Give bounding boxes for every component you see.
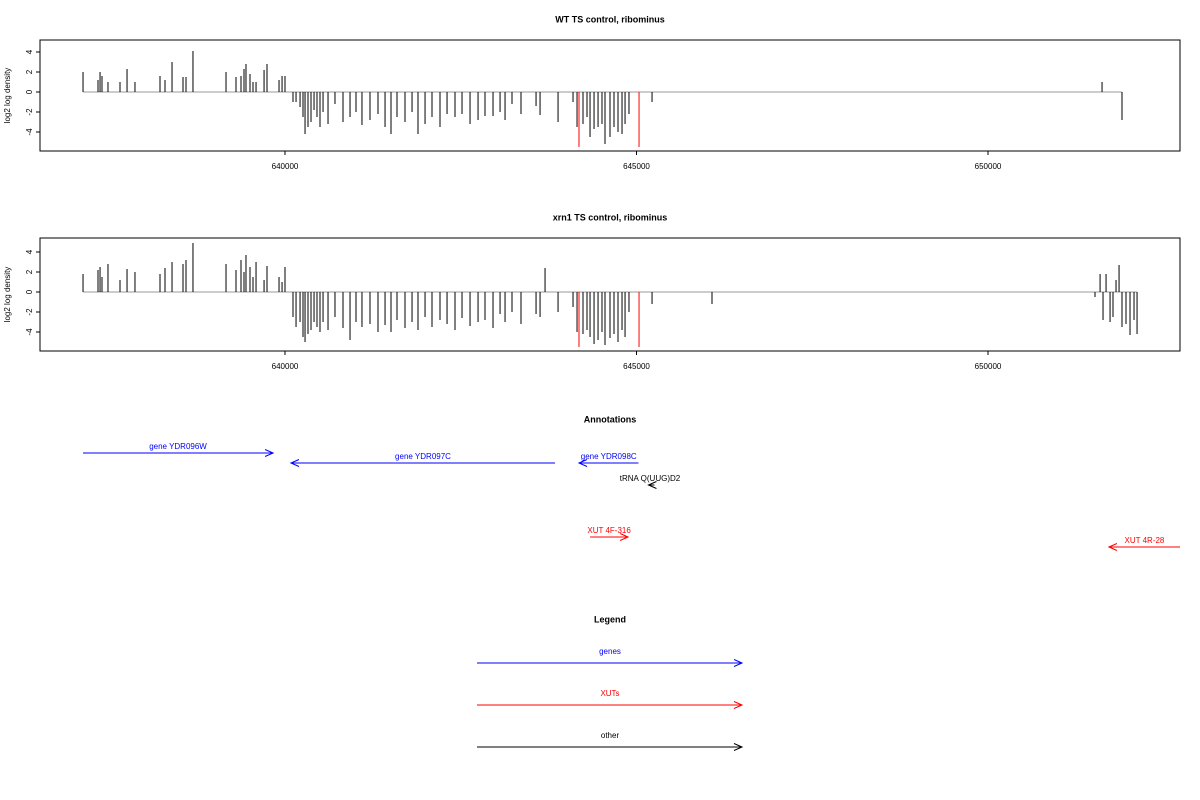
- y-tick-label: 4: [25, 49, 34, 54]
- feature-label: gene YDR097C: [395, 452, 451, 461]
- x-tick-label: 645000: [623, 362, 650, 371]
- y-axis-label: log2 log density: [3, 68, 12, 124]
- y-tick-label: 2: [25, 269, 34, 274]
- y-tick-label: -2: [25, 308, 34, 316]
- annotations-title: Annotations: [584, 414, 637, 424]
- feature-arrow-head: [647, 481, 657, 489]
- x-tick-label: 640000: [272, 162, 299, 171]
- y-tick-label: 4: [25, 249, 34, 254]
- feature-arrow-head: [289, 459, 300, 467]
- feature-arrow-head: [264, 449, 275, 457]
- y-tick-label: -4: [25, 328, 34, 336]
- plot-box: [39, 39, 1181, 152]
- feature-label: XUT 4F-316: [587, 526, 631, 535]
- legend-arrow-head: [733, 701, 744, 709]
- legend-label: genes: [599, 647, 621, 656]
- legend-label: other: [601, 731, 620, 740]
- feature-arrow-head: [577, 459, 588, 467]
- y-tick-label: -4: [25, 128, 34, 136]
- feature-label: gene YDR096W: [149, 442, 207, 451]
- legend-label: XUTs: [600, 689, 619, 698]
- y-tick-label: 2: [25, 69, 34, 74]
- y-axis-label: log2 log density: [3, 267, 12, 323]
- legend-arrow-head: [733, 743, 744, 751]
- plot-box: [39, 237, 1181, 352]
- feature-arrow-head: [619, 533, 630, 541]
- x-tick-label: 645000: [623, 162, 650, 171]
- x-tick-label: 650000: [975, 362, 1002, 371]
- legend-title: Legend: [594, 614, 626, 624]
- panel-title: WT TS control, ribominus: [555, 14, 665, 24]
- x-tick-label: 650000: [975, 162, 1002, 171]
- feature-label: tRNA Q(UUG)D2: [620, 474, 681, 483]
- y-tick-label: 0: [25, 89, 34, 94]
- x-tick-label: 640000: [272, 362, 299, 371]
- y-tick-label: 0: [25, 289, 34, 294]
- y-tick-label: -2: [25, 108, 34, 116]
- legend-arrow-head: [733, 659, 744, 667]
- feature-arrow-head: [1107, 543, 1118, 551]
- feature-label: gene YDR098C: [581, 452, 637, 461]
- feature-label: XUT 4R-28: [1125, 536, 1165, 545]
- panel-title: xrn1 TS control, ribominus: [553, 212, 668, 222]
